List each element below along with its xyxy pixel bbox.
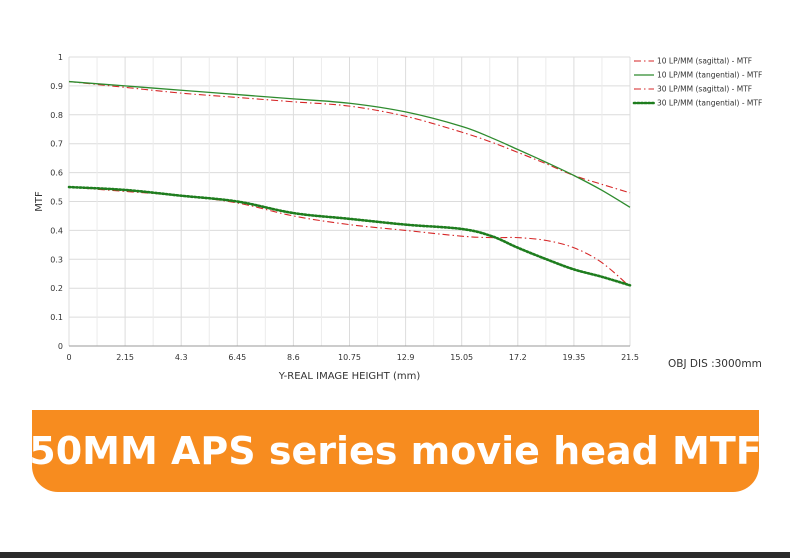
x-tick-label: 2.15 <box>116 353 134 362</box>
x-tick-label: 19.35 <box>562 353 585 362</box>
object-distance-label: OBJ DIS :3000mm <box>668 358 762 370</box>
banner-title: 50MM APS series movie head MTF <box>29 429 762 473</box>
x-axis-title: Y-REAL IMAGE HEIGHT (mm) <box>278 371 421 382</box>
x-tick-label: 12.9 <box>397 353 415 362</box>
y-tick-label: 0.6 <box>50 169 63 178</box>
chart-legend: 10 LP/MM (sagittal) - MTF 10 LP/MM (tange… <box>632 57 762 108</box>
legend-label: 10 LP/MM (tangential) - MTF <box>657 71 762 80</box>
series-line-4 <box>67 185 632 287</box>
legend-label: 30 LP/MM (tangential) - MTF <box>657 99 762 108</box>
mtf-chart: 0 0.1 0.2 0.3 0.4 0.5 0.6 0.7 0.8 0.9 1 0 2.15 4.3 6.4… <box>34 53 762 382</box>
x-tick-label: 0 <box>66 353 71 362</box>
y-tick-label: 0.7 <box>50 140 63 149</box>
legend-label: 10 LP/MM (sagittal) - MTF <box>657 57 752 66</box>
y-axis-title: MTF <box>34 191 45 212</box>
legend-label: 30 LP/MM (sagittal) - MTF <box>657 85 752 94</box>
y-tick-label: 0.8 <box>50 111 63 120</box>
y-tick-label: 0.9 <box>50 82 63 91</box>
x-tick-label: 10.75 <box>338 353 361 362</box>
x-tick-label: 4.3 <box>175 353 188 362</box>
y-tick-label: 0.1 <box>50 313 63 322</box>
y-tick-label: 0.3 <box>50 255 63 264</box>
x-tick-label: 6.45 <box>228 353 246 362</box>
x-tick-label: 21.5 <box>621 353 639 362</box>
y-tick-label: 0.5 <box>50 198 63 207</box>
y-tick-label: 0.2 <box>50 284 63 293</box>
chart-axes: 0 0.1 0.2 0.3 0.4 0.5 0.6 0.7 0.8 0.9 1 0 2.15 4.3 6.4… <box>34 53 639 382</box>
x-tick-label: 15.05 <box>450 353 473 362</box>
series-line-1 <box>68 81 631 194</box>
chart-series <box>67 80 632 288</box>
chart-grid <box>68 56 631 347</box>
x-tick-label: 8.6 <box>287 353 300 362</box>
y-tick-label: 0 <box>58 342 63 351</box>
y-tick-label: 0.4 <box>50 226 63 235</box>
series-line-2 <box>68 80 631 208</box>
y-tick-label: 1 <box>58 53 63 62</box>
bottom-divider <box>0 552 790 558</box>
x-tick-label: 17.2 <box>509 353 527 362</box>
title-banner: 50MM APS series movie head MTF <box>29 410 762 492</box>
